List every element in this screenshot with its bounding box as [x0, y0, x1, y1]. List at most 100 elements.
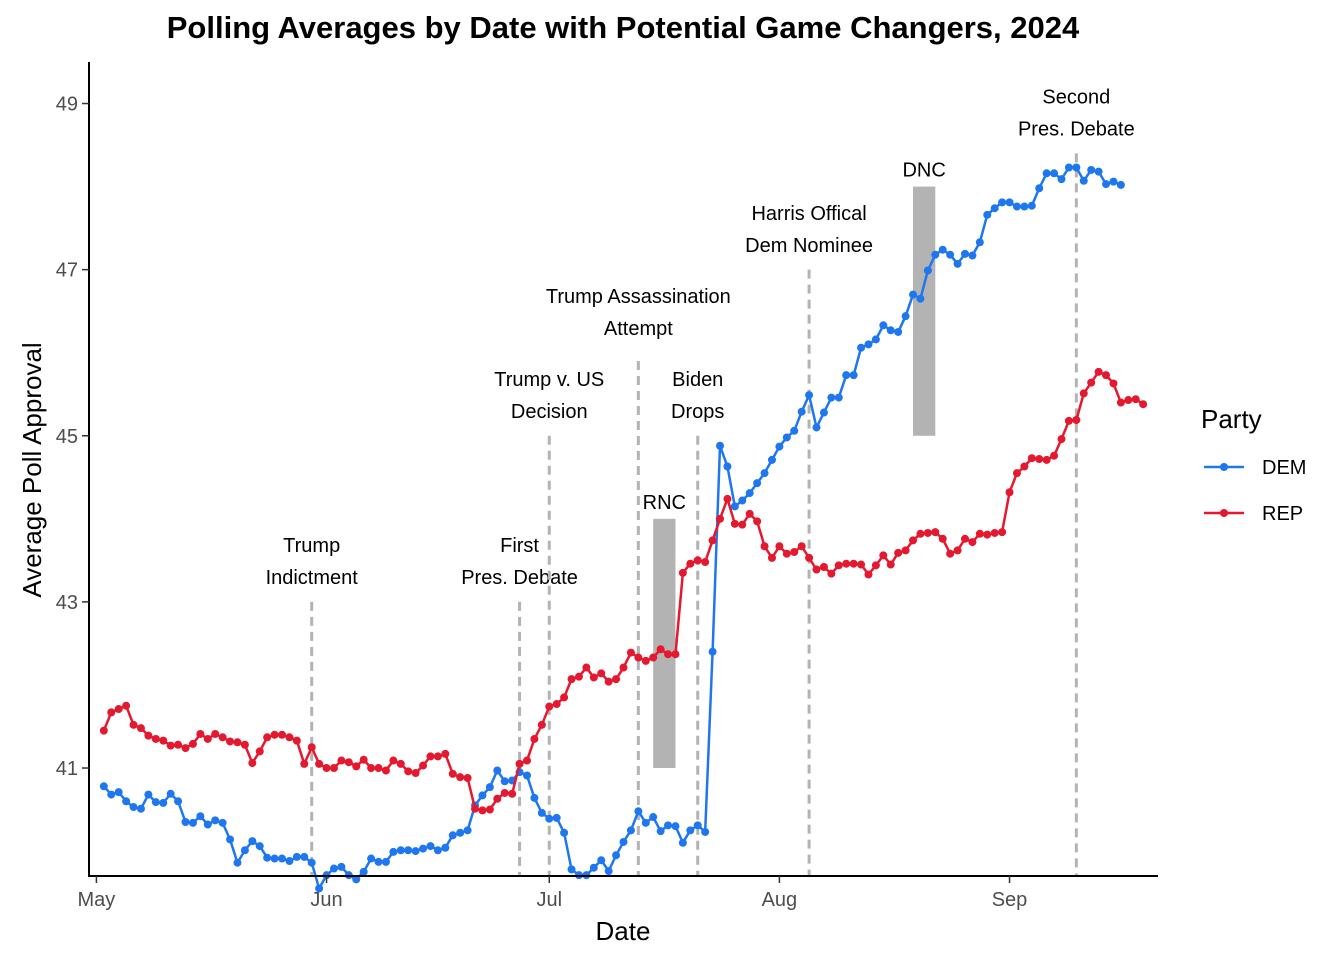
x-tick-label-jun: Jun [310, 889, 342, 911]
point-dem-53 [493, 766, 502, 775]
point-dem-12 [188, 818, 197, 827]
point-dem-122 [1005, 198, 1014, 207]
point-rep-119 [983, 530, 992, 539]
point-rep-75 [656, 645, 665, 654]
point-dem-102 [857, 343, 866, 352]
point-rep-61 [552, 700, 561, 709]
point-dem-74 [649, 813, 658, 822]
point-dem-10 [174, 797, 183, 806]
point-dem-107 [894, 327, 903, 336]
point-dem-109 [909, 290, 918, 299]
point-dem-91 [775, 442, 784, 451]
point-rep-44 [426, 752, 435, 761]
point-rep-68 [604, 677, 613, 686]
point-rep-58 [530, 734, 539, 743]
event-label-0-line-0: Trump [283, 535, 340, 557]
point-rep-7 [151, 734, 160, 743]
point-dem-37 [374, 857, 383, 866]
point-dem-54 [500, 777, 509, 786]
point-rep-55 [508, 789, 517, 798]
point-rep-128 [1050, 451, 1059, 460]
point-rep-4 [129, 720, 138, 729]
point-dem-44 [426, 842, 435, 851]
point-rep-115 [953, 546, 962, 555]
point-dem-103 [864, 340, 873, 349]
point-rep-30 [322, 764, 331, 773]
point-rep-86 [738, 520, 747, 529]
series-line-dem [102, 166, 1122, 890]
point-rep-40 [396, 759, 405, 768]
point-rep-125 [1027, 454, 1036, 463]
event-label-2-line-1: Decision [511, 401, 588, 423]
point-rep-20 [248, 759, 257, 768]
x-tick-label-jul: Jul [536, 889, 562, 911]
point-rep-120 [990, 528, 999, 537]
point-dem-136 [1109, 177, 1118, 186]
point-rep-130 [1064, 416, 1073, 425]
point-rep-69 [612, 675, 621, 684]
point-rep-5 [136, 724, 145, 733]
point-dem-104 [871, 335, 880, 344]
point-dem-79 [686, 826, 695, 835]
point-dem-100 [842, 371, 851, 380]
y-tick-label-43: 43 [56, 592, 78, 614]
point-dem-92 [782, 433, 791, 442]
point-rep-126 [1035, 455, 1044, 464]
point-dem-78 [678, 838, 687, 847]
point-dem-57 [522, 771, 531, 780]
point-rep-93 [790, 548, 799, 557]
point-dem-133 [1087, 165, 1096, 174]
point-rep-129 [1057, 435, 1066, 444]
point-rep-21 [255, 747, 264, 756]
point-dem-47 [448, 831, 457, 840]
point-rep-14 [203, 734, 212, 743]
point-rep-64 [574, 672, 583, 681]
point-dem-114 [946, 250, 955, 259]
point-dem-71 [626, 826, 635, 835]
point-rep-15 [211, 729, 220, 738]
point-rep-32 [337, 756, 346, 765]
legend: Party DEM REP [1201, 404, 1306, 525]
event-markers: Trump Indictment First Pres. Debate Trump v.… [266, 87, 1135, 876]
point-dem-32 [337, 862, 346, 871]
point-dem-68 [604, 867, 613, 876]
point-dem-59 [537, 808, 546, 817]
point-rep-132 [1079, 389, 1088, 398]
point-dem-108 [901, 312, 910, 321]
point-dem-46 [441, 843, 450, 852]
point-dem-87 [745, 489, 754, 498]
y-tick-label-47: 47 [56, 260, 78, 282]
point-dem-63 [567, 865, 576, 874]
point-rep-117 [968, 538, 977, 547]
point-rep-50 [471, 804, 480, 813]
point-rep-113 [938, 534, 947, 543]
point-rep-73 [641, 656, 650, 665]
point-rep-108 [901, 546, 910, 555]
event-label-5-line-0: Harris Offical [751, 203, 866, 225]
point-dem-121 [998, 198, 1007, 207]
period-band-rnc [653, 518, 676, 769]
point-rep-6 [144, 731, 153, 740]
point-rep-133 [1087, 378, 1096, 387]
point-rep-109 [909, 536, 918, 545]
point-rep-18 [233, 738, 242, 747]
point-dem-2 [114, 788, 123, 797]
point-rep-1 [107, 708, 116, 717]
period-label-dnc: DNC [902, 160, 945, 182]
point-dem-42 [411, 847, 420, 856]
point-rep-49 [463, 773, 472, 782]
event-label-3: Trump Assassination Attempt [546, 286, 731, 340]
point-dem-15 [211, 816, 220, 825]
event-label-1-line-1: Pres. Debate [461, 567, 578, 589]
point-dem-135 [1102, 180, 1111, 189]
point-dem-115 [953, 259, 962, 268]
point-dem-36 [367, 854, 376, 863]
point-dem-8 [159, 798, 168, 807]
point-dem-119 [983, 210, 992, 219]
y-tick-label-41: 41 [56, 758, 78, 780]
point-dem-39 [389, 847, 398, 856]
point-rep-82 [708, 536, 717, 545]
point-rep-127 [1042, 455, 1051, 464]
point-dem-99 [834, 393, 843, 402]
point-rep-53 [493, 794, 502, 803]
